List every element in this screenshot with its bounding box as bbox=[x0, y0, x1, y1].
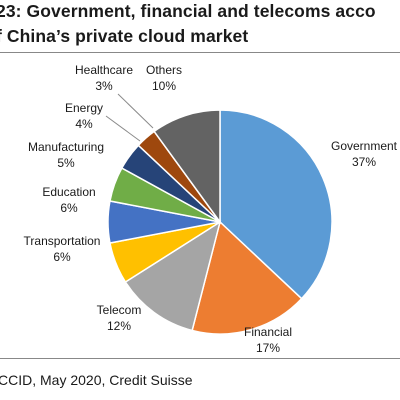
slice-value-transportation: 6% bbox=[53, 250, 71, 264]
slice-label-energy: Energy bbox=[65, 101, 103, 115]
slice-value-government: 37% bbox=[352, 155, 376, 169]
slice-label-financial: Financial bbox=[244, 325, 292, 339]
top-divider bbox=[0, 52, 400, 53]
slice-label-transportation: Transportation bbox=[24, 234, 101, 248]
chart-title-line-1: 23: Government, financial and telecoms a… bbox=[0, 1, 376, 21]
slice-value-financial: 17% bbox=[256, 341, 280, 355]
slice-value-others: 10% bbox=[152, 79, 176, 93]
slice-label-telecom: Telecom bbox=[97, 303, 142, 317]
leader-line-energy bbox=[105, 115, 141, 142]
pie-slice-telecom bbox=[124, 220, 222, 332]
slice-value-manufacturing: 5% bbox=[57, 156, 75, 170]
slice-label-manufacturing: Manufacturing bbox=[28, 140, 104, 154]
slice-label-education: Education bbox=[42, 185, 95, 199]
slice-label-healthcare: Healthcare bbox=[75, 63, 133, 77]
slice-value-energy: 4% bbox=[75, 117, 93, 131]
bottom-divider bbox=[0, 358, 400, 359]
leader-line-healthcare bbox=[117, 93, 154, 129]
slice-label-government: Government bbox=[331, 139, 398, 153]
slice-value-healthcare: 3% bbox=[95, 79, 113, 93]
slice-label-others: Others bbox=[146, 63, 182, 77]
pie-slice-financial bbox=[191, 220, 303, 335]
slice-value-telecom: 12% bbox=[107, 319, 131, 333]
slice-value-education: 6% bbox=[60, 201, 78, 215]
chart-title-line-2: f China’s private cloud market bbox=[0, 26, 249, 46]
source-note: CCID, May 2020, Credit Suisse bbox=[0, 372, 193, 388]
pie-slice-others bbox=[153, 109, 221, 225]
pie-slice-government bbox=[219, 109, 333, 300]
